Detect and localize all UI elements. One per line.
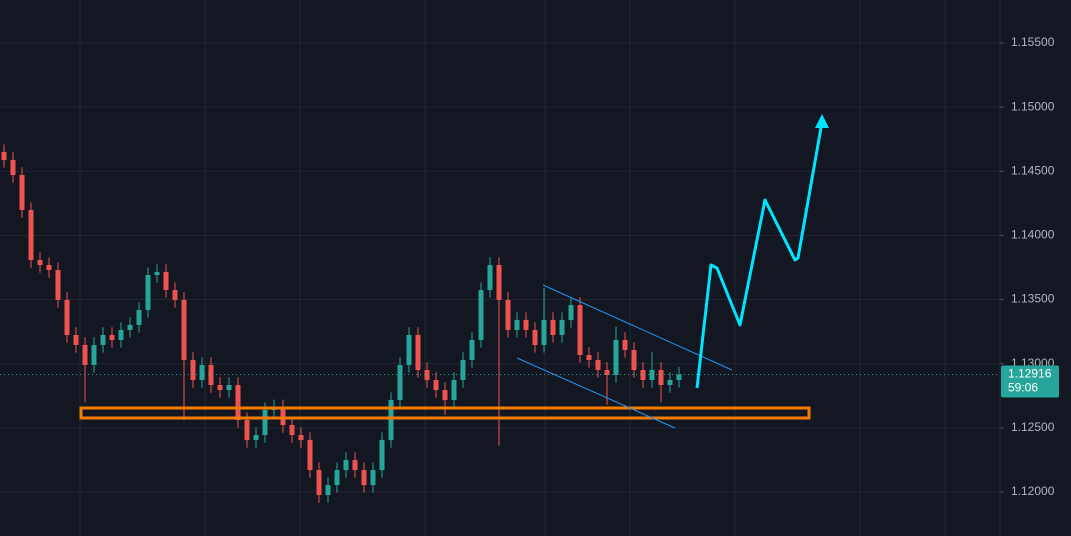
candle-body bbox=[307, 440, 313, 471]
candle-body bbox=[118, 329, 124, 340]
candle-body bbox=[433, 379, 439, 391]
candle-body bbox=[325, 485, 331, 496]
candle-body bbox=[91, 344, 97, 365]
candle-body bbox=[73, 334, 79, 345]
candle-body bbox=[127, 324, 133, 330]
candle-body bbox=[289, 425, 295, 436]
candle-body bbox=[253, 435, 259, 441]
drawings bbox=[79, 114, 829, 429]
candle-body bbox=[208, 364, 214, 386]
candle-body bbox=[154, 271, 160, 276]
price-axis: 1.120001.125001.130001.135001.140001.145… bbox=[999, 0, 1071, 536]
candle-body bbox=[604, 369, 610, 375]
candle-body bbox=[451, 379, 457, 401]
candle-body bbox=[487, 265, 493, 291]
candle-body bbox=[460, 359, 466, 380]
candle-body bbox=[244, 420, 250, 441]
time-grid bbox=[79, 0, 946, 536]
candle-body bbox=[442, 390, 448, 401]
candle-body bbox=[586, 354, 592, 360]
candle-body bbox=[406, 334, 412, 365]
candle-body bbox=[496, 265, 502, 300]
y-tick-label: 1.12500 bbox=[1011, 420, 1055, 434]
candle-body bbox=[172, 290, 178, 300]
candle-body bbox=[568, 305, 574, 320]
candle-body bbox=[226, 385, 232, 391]
candle-body bbox=[262, 410, 268, 436]
candle-body bbox=[37, 260, 43, 266]
candle-body bbox=[505, 299, 511, 330]
candle-body bbox=[559, 319, 565, 335]
candle-body bbox=[28, 210, 34, 261]
candle-body bbox=[469, 339, 475, 360]
projection-arrowhead bbox=[815, 114, 829, 128]
candle-body bbox=[10, 159, 16, 175]
candle-body bbox=[577, 305, 583, 355]
candle-body bbox=[280, 407, 286, 426]
candle-body bbox=[343, 460, 349, 471]
candle-body bbox=[181, 299, 187, 360]
candle-body bbox=[514, 319, 520, 330]
candle-body bbox=[658, 369, 664, 386]
candle-body bbox=[352, 460, 358, 471]
projection-path bbox=[695, 121, 824, 389]
candle-body bbox=[424, 369, 430, 380]
candle-body bbox=[100, 334, 106, 345]
candle-body bbox=[523, 319, 529, 330]
price-axis-panel bbox=[1000, 0, 1071, 536]
last-price-label: 1.12916 bbox=[1008, 367, 1052, 381]
candle-body bbox=[613, 339, 619, 375]
y-tick-label: 1.14000 bbox=[1011, 228, 1055, 242]
candle-body bbox=[478, 290, 484, 340]
candle-body bbox=[217, 385, 223, 391]
candle-body bbox=[145, 275, 151, 310]
channel-lower bbox=[516, 357, 676, 429]
candle-body bbox=[82, 344, 88, 365]
candle-body bbox=[397, 364, 403, 401]
candle-body bbox=[649, 369, 655, 380]
candle-body bbox=[190, 359, 196, 380]
y-tick-label: 1.13500 bbox=[1011, 292, 1055, 306]
candle-body bbox=[541, 319, 547, 345]
candle-body bbox=[334, 470, 340, 486]
candle-body bbox=[19, 174, 25, 211]
candles bbox=[1, 144, 682, 503]
last-price-box bbox=[1001, 365, 1059, 398]
countdown: 59:06 bbox=[1008, 381, 1038, 395]
candle-body bbox=[379, 440, 385, 471]
candle-body bbox=[46, 265, 52, 271]
candle-body bbox=[316, 470, 322, 496]
candle-body bbox=[388, 400, 394, 441]
candle-body bbox=[235, 385, 241, 421]
candle-body bbox=[199, 364, 205, 380]
candle-body bbox=[1, 152, 7, 160]
candle-body bbox=[298, 435, 304, 441]
candle-body bbox=[415, 334, 421, 370]
y-tick-label: 1.14500 bbox=[1011, 163, 1055, 177]
candle-body bbox=[370, 470, 376, 486]
candle-body bbox=[136, 309, 142, 325]
candle-body bbox=[532, 329, 538, 345]
candle-body bbox=[163, 271, 169, 291]
y-tick-label: 1.12000 bbox=[1011, 484, 1055, 498]
candle-body bbox=[109, 334, 115, 340]
y-tick-label: 1.15000 bbox=[1011, 99, 1055, 113]
candle-body bbox=[595, 359, 601, 370]
candle-body bbox=[631, 349, 637, 370]
candle-body bbox=[622, 339, 628, 350]
candle-body bbox=[64, 299, 70, 335]
support-zone bbox=[79, 406, 811, 420]
candle-body bbox=[676, 374, 682, 380]
y-tick-label: 1.15500 bbox=[1011, 35, 1055, 49]
candle-body bbox=[667, 379, 673, 386]
candle-body bbox=[361, 470, 367, 486]
candle-body bbox=[640, 369, 646, 380]
candle-body bbox=[55, 270, 61, 300]
candle-body bbox=[550, 319, 556, 335]
